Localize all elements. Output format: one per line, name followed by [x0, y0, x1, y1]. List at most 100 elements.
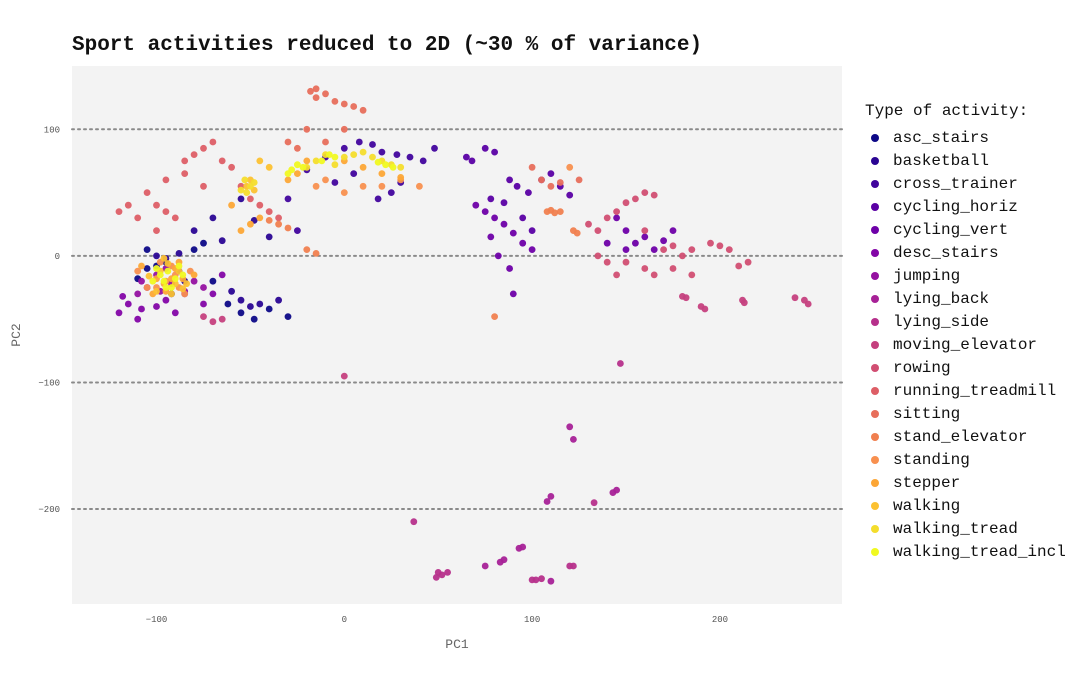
data-point-moving_elevator [200, 313, 207, 320]
data-point-stepper [378, 170, 386, 178]
data-point-sitting [556, 179, 564, 186]
data-point-lying_side [590, 499, 598, 507]
legend-item-running_treadmill[interactable]: running_treadmill [865, 379, 1066, 402]
data-point-moving_elevator [340, 372, 348, 380]
data-point-cycling_horiz [528, 227, 536, 235]
data-point-stand_elevator [551, 209, 559, 217]
data-point-running_treadmill [115, 208, 123, 216]
data-point-walking_tread_incl [288, 166, 296, 174]
data-point-rowing [585, 220, 592, 228]
legend-item-jumping[interactable]: jumping [865, 264, 1066, 287]
data-point-sitting [575, 176, 583, 184]
x-tick-label: 0 [342, 615, 347, 625]
legend-item-sitting[interactable]: sitting [865, 402, 1066, 425]
data-point-cycling_horiz [468, 157, 476, 165]
data-point-moving_elevator [209, 318, 217, 326]
data-point-cycling_vert [641, 233, 649, 241]
data-point-cycling_vert [622, 246, 630, 254]
legend-item-asc_stairs[interactable]: asc_stairs [865, 126, 1066, 149]
data-point-stepper [397, 174, 405, 181]
data-point-running_treadmill [181, 170, 189, 178]
data-point-rowing [660, 246, 667, 254]
y-axis-label: PC2 [9, 323, 24, 346]
legend-item-walking_tread_incl[interactable]: walking_tread_incl [865, 540, 1066, 563]
legend-label: running_treadmill [893, 381, 1057, 400]
legend-swatch-icon [871, 455, 879, 464]
data-point-stepper [138, 262, 145, 270]
data-point-basketball [190, 227, 198, 235]
data-point-running_treadmill [181, 157, 189, 165]
data-point-cycling_vert [509, 229, 517, 237]
data-point-stand_elevator [573, 229, 581, 237]
data-point-desc_stairs [153, 303, 160, 310]
data-point-moving_elevator [791, 294, 799, 302]
data-point-cycling_vert [481, 208, 489, 216]
legend-item-desc_stairs[interactable]: desc_stairs [865, 241, 1066, 264]
data-point-sitting [340, 100, 348, 108]
data-point-lying_back [515, 544, 523, 552]
chart-title: Sport activities reduced to 2D (~30 % of… [72, 34, 703, 57]
data-point-basketball [247, 303, 254, 310]
legend-item-lying_back[interactable]: lying_back [865, 287, 1066, 310]
data-point-basketball [175, 250, 183, 257]
y-tick-label: 100 [44, 125, 60, 135]
data-point-cycling_vert [660, 237, 667, 245]
legend-swatch-icon [871, 133, 879, 142]
data-point-stand_elevator [265, 217, 273, 224]
data-point-asc_stairs [284, 313, 292, 320]
data-point-walking_tread_incl [299, 163, 307, 171]
data-point-sitting [312, 94, 320, 101]
data-point-stand_elevator [312, 250, 320, 257]
legend-item-lying_side[interactable]: lying_side [865, 310, 1066, 333]
data-point-walking_tread_incl [331, 153, 339, 161]
data-point-rowing [744, 258, 752, 266]
data-point-desc_stairs [218, 271, 226, 279]
legend-label: walking [893, 496, 961, 515]
legend-swatch-icon [871, 501, 879, 510]
legend-item-stepper[interactable]: stepper [865, 471, 1066, 494]
data-point-walking_tread_incl [156, 271, 164, 279]
data-point-stand_elevator [275, 220, 282, 228]
legend-item-walking_tread[interactable]: walking_tread [865, 517, 1066, 540]
data-point-lying_side [432, 574, 440, 581]
legend-item-cycling_vert[interactable]: cycling_vert [865, 218, 1066, 241]
data-point-desc_stairs [200, 300, 207, 308]
legend-label: lying_back [893, 289, 990, 308]
data-point-running_treadmill [162, 176, 170, 184]
legend-item-walking[interactable]: walking [865, 494, 1066, 517]
data-point-asc_stairs [250, 315, 258, 323]
legend-label: moving_elevator [893, 335, 1038, 354]
data-point-asc_stairs [224, 300, 232, 308]
legend-label: standing [893, 450, 970, 469]
data-point-stepper [228, 201, 236, 209]
legend-label: lying_side [893, 312, 990, 331]
legend-swatch-icon [871, 202, 879, 211]
data-point-cycling_vert [603, 239, 611, 247]
legend-item-cross_trainer[interactable]: cross_trainer [865, 172, 1066, 195]
legend-item-cycling_horiz[interactable]: cycling_horiz [865, 195, 1066, 218]
data-point-cycling_vert [669, 227, 677, 235]
data-point-cycling_horiz [506, 176, 513, 184]
data-point-asc_stairs [209, 277, 217, 285]
data-point-cycling_horiz [513, 182, 521, 190]
data-point-rowing [603, 214, 611, 222]
data-point-running_treadmill [228, 163, 236, 171]
legend-item-rowing[interactable]: rowing [865, 356, 1066, 379]
data-point-walking_tread_incl [168, 284, 175, 291]
data-point-lying_side [410, 518, 418, 526]
data-point-lying_back [609, 489, 617, 496]
legend-item-stand_elevator[interactable]: stand_elevator [865, 425, 1066, 448]
legend-swatch-icon [871, 547, 879, 556]
legend-item-moving_elevator[interactable]: moving_elevator [865, 333, 1066, 356]
data-point-cross_trainer [350, 170, 358, 178]
data-point-cycling_horiz [547, 170, 555, 178]
data-point-standing [181, 290, 189, 298]
data-point-lying_back [547, 577, 555, 585]
data-point-walking_tread [250, 179, 258, 186]
data-point-cycling_vert [472, 201, 480, 209]
legend-item-basketball[interactable]: basketball [865, 149, 1066, 172]
legend-item-standing[interactable]: standing [865, 448, 1066, 471]
data-point-lying_side [570, 562, 577, 570]
data-point-walking [183, 280, 191, 288]
data-point-basketball [153, 252, 160, 260]
